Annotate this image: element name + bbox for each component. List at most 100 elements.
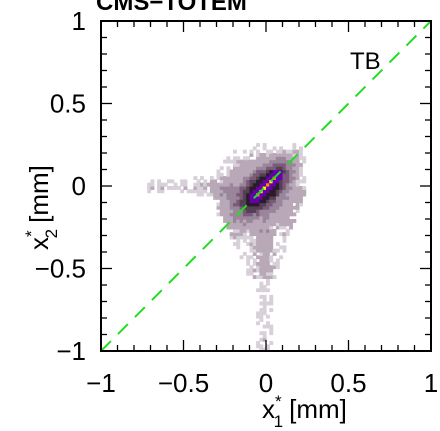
heatmap-cell bbox=[252, 182, 257, 187]
heatmap-cell bbox=[246, 219, 251, 223]
heatmap-cell bbox=[252, 189, 257, 194]
heatmap-cell bbox=[269, 327, 274, 332]
heatmap-cell bbox=[229, 172, 234, 177]
heatmap-cell bbox=[275, 176, 280, 180]
heatmap-cell bbox=[147, 182, 152, 187]
heatmap-cell bbox=[256, 215, 260, 220]
heatmap-cell bbox=[249, 182, 254, 187]
heatmap-cell bbox=[246, 195, 251, 200]
heatmap-cell bbox=[275, 156, 280, 161]
heatmap-cell bbox=[262, 209, 267, 213]
heatmap-cell bbox=[256, 275, 260, 279]
heatmap-cell bbox=[229, 225, 234, 230]
heatmap-cell bbox=[272, 153, 277, 157]
heatmap-cell bbox=[242, 166, 247, 171]
heatmap-cell bbox=[269, 192, 274, 197]
heatmap-cell bbox=[252, 176, 257, 180]
heatmap-cell bbox=[282, 202, 287, 207]
heatmap-cell bbox=[242, 159, 247, 164]
heatmap-cell bbox=[239, 212, 244, 217]
heatmap-cell bbox=[200, 182, 204, 187]
heatmap-cell bbox=[200, 189, 204, 194]
heatmap-cell bbox=[239, 176, 244, 180]
heatmap-cell bbox=[186, 189, 191, 194]
heatmap-cell bbox=[269, 149, 274, 154]
heatmap-cell bbox=[266, 255, 270, 260]
heatmap-cell bbox=[279, 166, 284, 171]
heatmap-cell bbox=[216, 186, 221, 190]
heatmap-cell bbox=[242, 235, 247, 240]
heatmap-cell bbox=[259, 209, 264, 213]
heatmap-cell bbox=[239, 199, 244, 204]
heatmap-cell bbox=[203, 186, 208, 190]
heatmap-cell bbox=[216, 195, 221, 200]
heatmap-cell bbox=[285, 182, 290, 187]
heatmap-cell bbox=[259, 235, 264, 240]
heatmap-cell bbox=[160, 182, 165, 187]
heatmap-cell bbox=[246, 261, 251, 266]
heatmap-cell bbox=[266, 268, 270, 273]
heatmap-cell bbox=[266, 199, 270, 204]
heatmap-cells bbox=[147, 143, 307, 352]
heatmap-cell bbox=[266, 265, 270, 270]
heatmap-cell bbox=[266, 301, 270, 306]
y-tick-label: 0.5 bbox=[50, 89, 86, 119]
heatmap-cell bbox=[183, 179, 188, 184]
y-axis-label: x*2 [mm] bbox=[22, 165, 61, 250]
heatmap-cell bbox=[292, 219, 297, 223]
heatmap-cell bbox=[295, 192, 300, 197]
heatmap-cell bbox=[242, 222, 247, 227]
heatmap-cell bbox=[246, 169, 251, 174]
heatmap-cell bbox=[176, 186, 181, 190]
heatmap-cell bbox=[229, 169, 234, 174]
heatmap-cell bbox=[292, 199, 297, 204]
heatmap-cell bbox=[223, 195, 227, 200]
heatmap-cell bbox=[219, 189, 224, 194]
heatmap-cell bbox=[269, 159, 274, 164]
heatmap-cell bbox=[279, 169, 284, 174]
heatmap-cell bbox=[236, 228, 241, 233]
heatmap-cell bbox=[239, 225, 244, 230]
heatmap-cell bbox=[262, 334, 267, 339]
heatmap-cell bbox=[279, 186, 284, 190]
heatmap-cell bbox=[269, 235, 274, 240]
heatmap-cell bbox=[219, 182, 224, 187]
heatmap-cell bbox=[259, 169, 264, 174]
heatmap-cell bbox=[236, 199, 241, 204]
heatmap-cell bbox=[239, 205, 244, 210]
heatmap-cell bbox=[233, 199, 237, 204]
heatmap-cell bbox=[282, 199, 287, 204]
heatmap-cell bbox=[256, 199, 260, 204]
heatmap-cell bbox=[226, 166, 231, 171]
heatmap-cell bbox=[266, 149, 270, 154]
heatmap-cell bbox=[275, 202, 280, 207]
heatmap-cell bbox=[259, 245, 264, 250]
heatmap-cell bbox=[282, 156, 287, 161]
heatmap-cell bbox=[219, 192, 224, 197]
heatmap-cell bbox=[246, 162, 251, 167]
heatmap-cell bbox=[266, 179, 270, 184]
x-axis-label: x* 1 [mm] bbox=[262, 392, 347, 431]
heatmap-cell bbox=[269, 209, 274, 213]
heatmap-cell bbox=[259, 225, 264, 230]
heatmap-cell bbox=[209, 192, 214, 197]
heatmap-cell bbox=[262, 182, 267, 187]
heatmap-cell bbox=[246, 182, 251, 187]
heatmap-cell bbox=[269, 189, 274, 194]
heatmap-cell bbox=[259, 212, 264, 217]
heatmap-cell bbox=[239, 195, 244, 200]
heatmap-cell bbox=[285, 232, 290, 237]
heatmap-cell bbox=[272, 222, 277, 227]
heatmap-cell bbox=[259, 265, 264, 270]
heatmap-cell bbox=[262, 248, 267, 253]
heatmap-cell bbox=[249, 265, 254, 270]
heatmap-cell bbox=[226, 225, 231, 230]
heatmap-cell bbox=[282, 166, 287, 171]
heatmap-cell bbox=[262, 298, 267, 303]
heatmap-cell bbox=[262, 238, 267, 243]
heatmap-cell bbox=[180, 179, 185, 184]
heatmap-cell bbox=[233, 242, 237, 246]
heatmap-cell bbox=[256, 265, 260, 270]
heatmap-cell bbox=[252, 252, 257, 256]
heatmap-cell bbox=[262, 331, 267, 336]
